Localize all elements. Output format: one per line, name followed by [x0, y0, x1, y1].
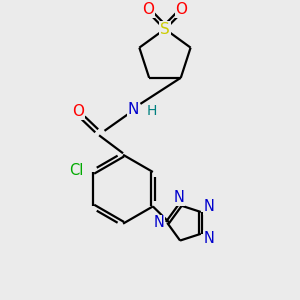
Text: Cl: Cl — [70, 163, 84, 178]
Text: N: N — [173, 190, 184, 205]
Text: S: S — [160, 22, 170, 37]
Text: O: O — [176, 2, 188, 17]
Text: N: N — [153, 215, 164, 230]
Text: H: H — [146, 104, 157, 118]
Text: N: N — [204, 231, 215, 246]
Text: O: O — [142, 2, 154, 17]
Text: O: O — [72, 104, 84, 119]
Text: N: N — [204, 199, 215, 214]
Text: N: N — [128, 102, 139, 117]
